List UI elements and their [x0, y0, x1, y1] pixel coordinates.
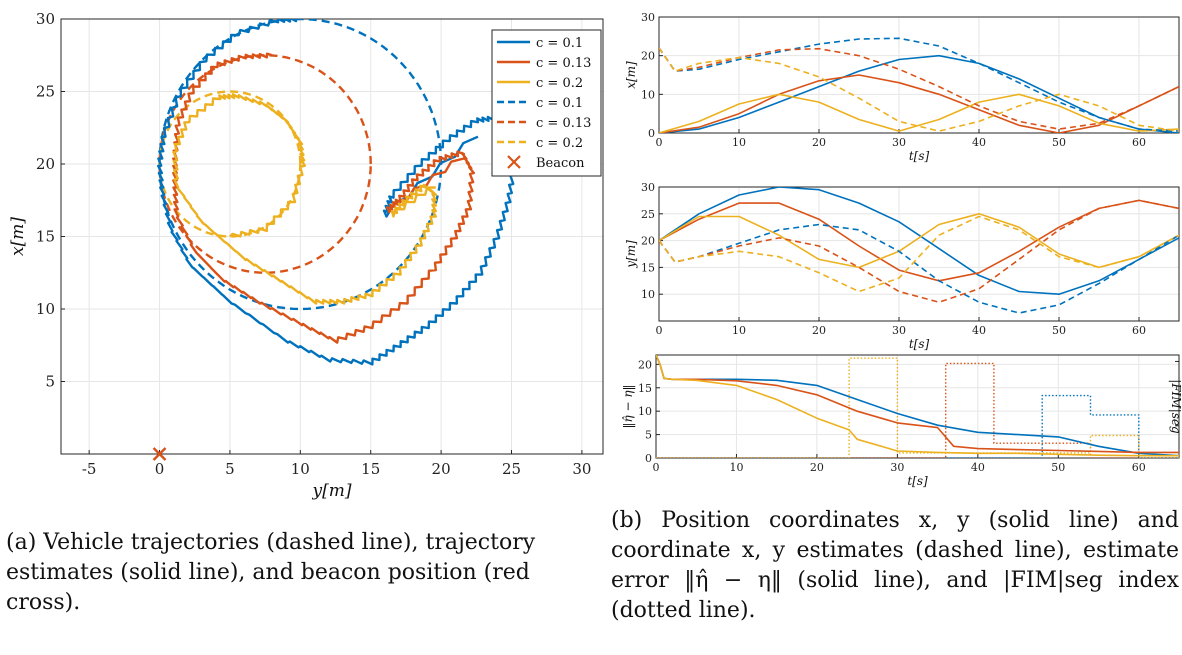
x-tick-label: 60	[1132, 136, 1146, 149]
x-tick-label: 10	[729, 461, 743, 474]
axes-box	[658, 16, 1180, 134]
legend-label: c = 0.1	[536, 36, 583, 51]
y-tick-label: 0	[648, 127, 655, 140]
x-tick-label: 0	[656, 136, 663, 149]
caption-a: (a) Vehicle trajectories (dashed line), …	[6, 530, 536, 615]
y-tick-label: 10	[36, 300, 55, 318]
x-tick-label: 20	[812, 136, 826, 149]
fim-series-c0.13	[656, 362, 1179, 458]
estimate-series-c0.1	[659, 223, 1179, 314]
legend-label: c = 0.1	[536, 96, 583, 111]
x-tick-label: 25	[502, 460, 521, 478]
estimate-series-c0.1	[659, 37, 1179, 132]
y-axis-label: ‖η̂ − η‖	[621, 384, 635, 428]
error-series-c0.13	[656, 355, 1179, 454]
x-axis-label: t[s]	[909, 337, 930, 351]
error-series-c0.2	[656, 355, 1179, 457]
x-tick-label: 10	[732, 136, 746, 149]
x-axis-label: t[s]	[907, 474, 928, 488]
legend-marker	[507, 155, 521, 169]
y-tick-label: 20	[641, 50, 655, 63]
x-tick-label: 5	[225, 460, 235, 478]
y-tick-label: 25	[641, 208, 655, 221]
x-tick-label: 0	[656, 324, 663, 337]
true-series-c0.2	[659, 213, 1179, 269]
legend-label: c = 0.13	[536, 56, 591, 71]
y-tick-label: 20	[638, 358, 652, 371]
true-series-c0.1	[659, 187, 1179, 296]
x-tick-label: 10	[291, 460, 310, 478]
y-tick-label: 15	[36, 228, 55, 246]
x-tick-label: 30	[572, 460, 591, 478]
x-tick-label: 40	[972, 324, 986, 337]
true-trajectory-c0.13	[158, 54, 372, 274]
true-series-c0.2	[659, 93, 1179, 133]
true-series-c0.13	[659, 74, 1179, 133]
legend-label: Beacon	[536, 156, 585, 171]
fim-series-c0.1	[656, 394, 1179, 458]
x-tick-label: 20	[812, 324, 826, 337]
x-tick-label: 0	[155, 460, 165, 478]
x-tick-label: 40	[972, 136, 986, 149]
true-series-c0.13	[659, 199, 1179, 282]
y-tick-label: 20	[36, 155, 55, 173]
x-tick-label: 15	[361, 460, 380, 478]
x-tick-label: 50	[1051, 461, 1065, 474]
x-tick-label: 50	[1052, 136, 1066, 149]
fim-series-c0.2	[656, 357, 1179, 458]
x-tick-label: 0	[653, 461, 660, 474]
y-right-axis-label: |FIM|seg	[1169, 379, 1182, 434]
x-tick-label: 30	[890, 461, 904, 474]
x-axis-label: t[s]	[909, 149, 930, 163]
y-tick-label: 0	[645, 452, 652, 465]
y-tick-label: 25	[36, 83, 55, 101]
y-tick-label: 10	[641, 88, 655, 101]
y-tick-label: 5	[645, 429, 652, 442]
y-tick-label: 15	[641, 261, 655, 274]
y-axis-label: x[m]	[8, 217, 28, 256]
estimate-series-c0.2	[659, 215, 1179, 293]
x-tick-label: 20	[810, 461, 824, 474]
y-tick-label: 30	[641, 181, 655, 194]
estimate-series-c0.13	[659, 199, 1179, 304]
x-tick-label: 60	[1132, 461, 1146, 474]
y-tick-label: 5	[45, 373, 55, 391]
x-axis-label: y[m]	[312, 481, 352, 501]
y-tick-label: 10	[638, 405, 652, 418]
y-tick-label: 15	[638, 382, 652, 395]
y-tick-label: 20	[641, 235, 655, 248]
legend-label: c = 0.2	[536, 76, 583, 91]
legend-label: c = 0.2	[536, 136, 583, 151]
beacon-marker	[152, 447, 167, 461]
y-tick-label: 30	[641, 11, 655, 24]
y-axis-label: x[m]	[624, 61, 638, 89]
x-tick-label: 50	[1052, 324, 1066, 337]
estimate-series-c0.13	[659, 47, 1179, 130]
estimate-series-c0.2	[659, 47, 1179, 132]
x-tick-label: 60	[1132, 324, 1146, 337]
x-tick-label: 30	[892, 136, 906, 149]
estimated-trajectory-c0.2	[172, 93, 437, 305]
x-tick-label: -5	[82, 460, 97, 478]
x-tick-label: 40	[971, 461, 985, 474]
estimated-trajectory-c0.1	[156, 19, 518, 366]
x-tick-label: 10	[732, 324, 746, 337]
caption-b: (b) Position coordinates x, y (solid lin…	[611, 508, 1179, 623]
error-series-c0.1	[656, 355, 1179, 457]
estimated-trajectory-c0.13	[172, 52, 475, 344]
x-tick-label: 30	[892, 324, 906, 337]
x-tick-label: 20	[432, 460, 451, 478]
y-axis-label: y[m]	[624, 240, 638, 269]
axes-box	[655, 354, 1180, 459]
legend-label: c = 0.13	[536, 116, 591, 131]
y-tick-label: 30	[36, 10, 55, 28]
trajectory-plot: -5 0 5 10 15 20 25 30 5 10 15 20 25 30 y[m] x[m] c = 0.1…	[8, 10, 604, 501]
y-tick-label: 10	[641, 288, 655, 301]
axes-box	[658, 186, 1180, 322]
